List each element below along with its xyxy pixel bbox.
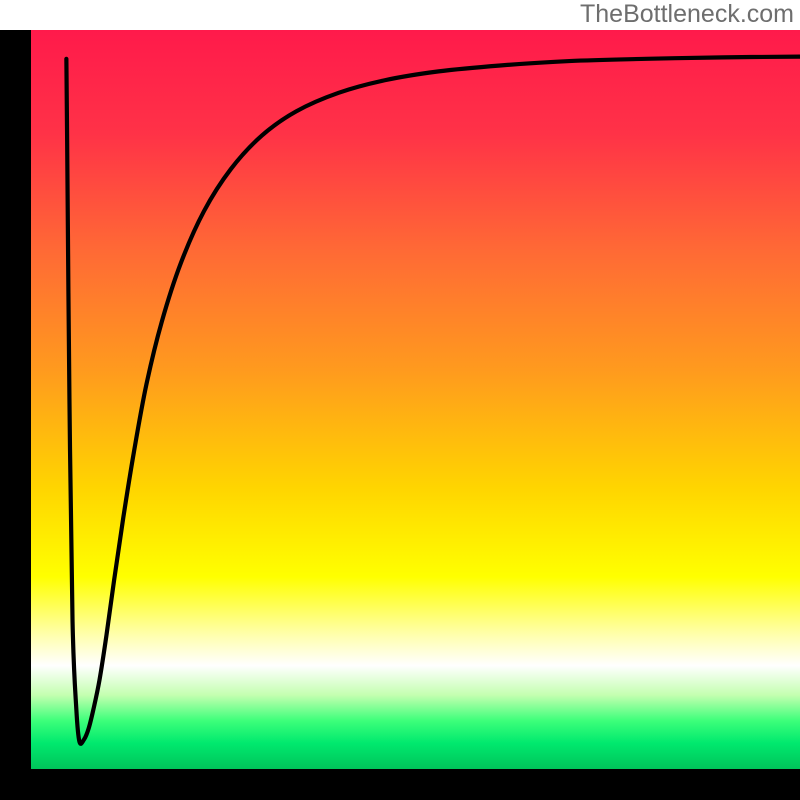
bottleneck-chart — [0, 0, 800, 800]
watermark-text: TheBottleneck.com — [580, 0, 794, 29]
chart-stage: TheBottleneck.com — [0, 0, 800, 800]
x-axis-bar — [0, 769, 800, 800]
gradient-background — [31, 30, 800, 769]
y-axis-bar — [0, 30, 31, 800]
